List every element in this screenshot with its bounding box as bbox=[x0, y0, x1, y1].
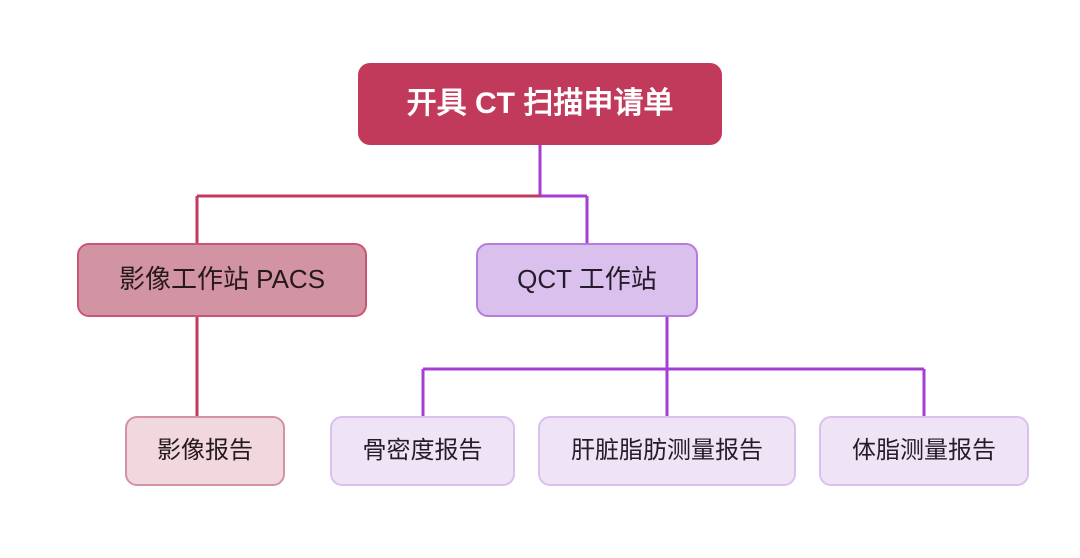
node-liver: 肝脏脂肪测量报告 bbox=[538, 416, 796, 486]
node-label: 体脂测量报告 bbox=[852, 437, 996, 466]
diagram-stage: 开具 CT 扫描申请单影像工作站 PACS QCT 工作站影像报告 骨密度报告 肝脏脂… bbox=[0, 0, 1080, 558]
node-label: 肝脏脂肪测量报告 bbox=[571, 437, 763, 466]
node-root: 开具 CT 扫描申请单 bbox=[358, 63, 722, 145]
node-body_fat: 体脂测量报告 bbox=[819, 416, 1029, 486]
node-label: 影像报告 bbox=[157, 437, 253, 466]
node-label: 影像工作站 PACS bbox=[119, 264, 325, 295]
node-qct: QCT 工作站 bbox=[476, 243, 698, 317]
node-label: 开具 CT 扫描申请单 bbox=[407, 86, 674, 122]
node-img_report: 影像报告 bbox=[125, 416, 285, 486]
node-pacs: 影像工作站 PACS bbox=[77, 243, 367, 317]
node-label: 骨密度报告 bbox=[363, 437, 483, 466]
node-label: QCT 工作站 bbox=[517, 264, 657, 295]
node-bone: 骨密度报告 bbox=[330, 416, 515, 486]
